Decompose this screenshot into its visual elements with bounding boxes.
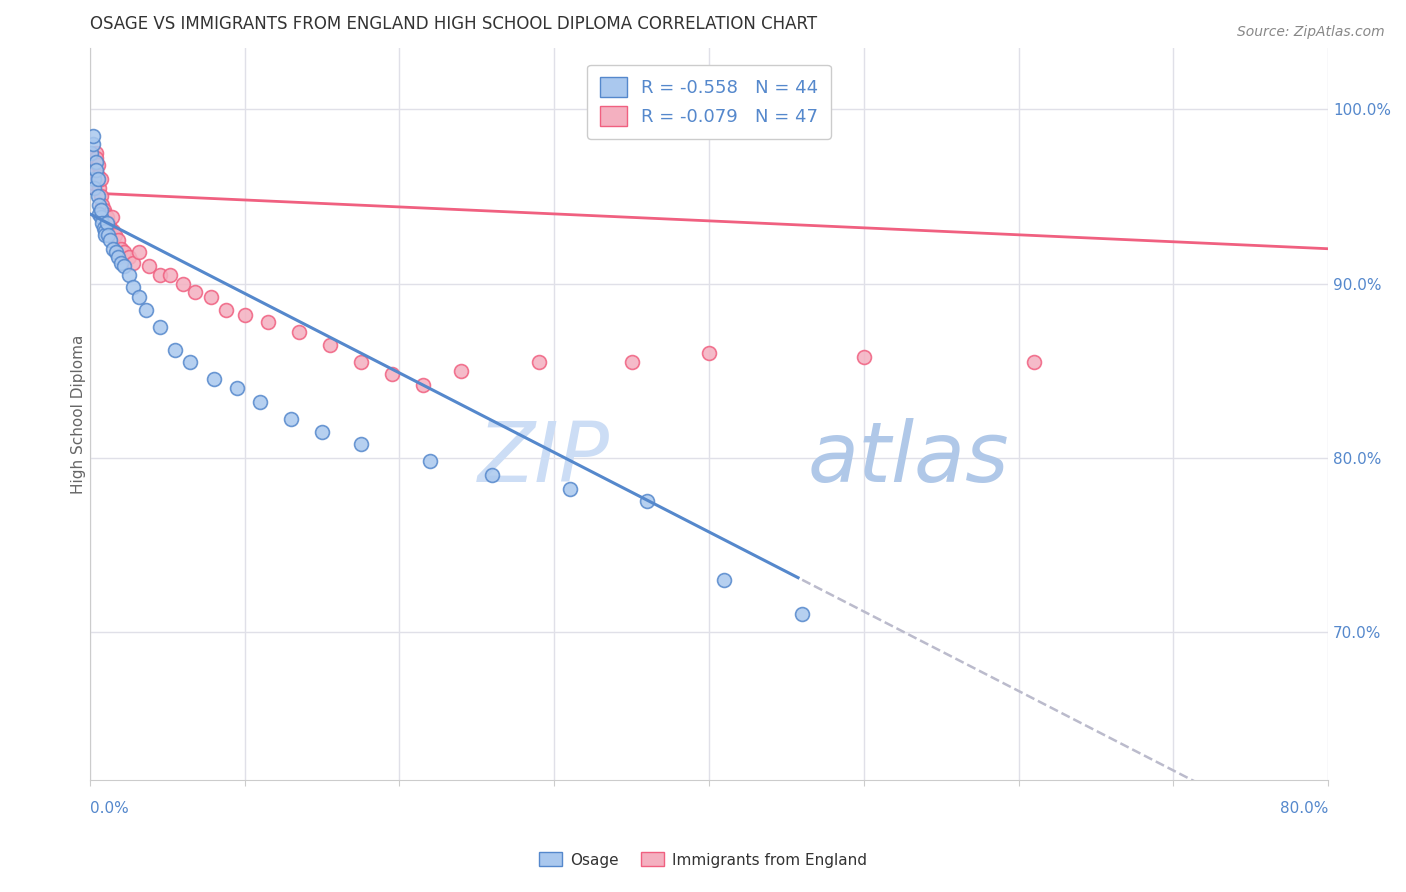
Point — [112, 259, 135, 273]
Point — [96, 211, 118, 225]
Point — [481, 468, 503, 483]
Point — [852, 350, 875, 364]
Point — [93, 220, 115, 235]
Point — [83, 163, 105, 178]
Point — [172, 277, 194, 291]
Point — [86, 169, 108, 183]
Point — [107, 251, 129, 265]
Point — [80, 172, 103, 186]
Point — [128, 245, 150, 260]
Point — [91, 216, 114, 230]
Text: atlas: atlas — [808, 417, 1010, 499]
Point — [713, 573, 735, 587]
Point — [527, 355, 550, 369]
Point — [225, 381, 247, 395]
Point — [97, 216, 120, 230]
Point — [110, 242, 132, 256]
Point — [200, 291, 222, 305]
Point — [117, 251, 139, 265]
Text: 0.0%: 0.0% — [90, 801, 128, 816]
Point — [184, 285, 207, 300]
Point — [257, 315, 280, 329]
Point — [94, 224, 117, 238]
Point — [138, 259, 160, 273]
Point — [202, 372, 225, 386]
Point — [101, 224, 124, 238]
Point — [697, 346, 720, 360]
Point — [93, 203, 115, 218]
Point — [311, 425, 333, 439]
Point — [100, 211, 122, 225]
Point — [94, 227, 117, 242]
Y-axis label: High School Diploma: High School Diploma — [72, 334, 86, 494]
Point — [122, 280, 145, 294]
Point — [84, 151, 107, 165]
Point — [90, 189, 112, 203]
Point — [84, 163, 107, 178]
Point — [412, 377, 434, 392]
Point — [148, 320, 170, 334]
Point — [159, 268, 181, 282]
Point — [89, 207, 111, 221]
Point — [98, 233, 121, 247]
Point — [89, 181, 111, 195]
Point — [350, 355, 373, 369]
Point — [84, 154, 107, 169]
Point — [89, 198, 111, 212]
Point — [86, 189, 108, 203]
Point — [84, 145, 107, 160]
Point — [179, 355, 201, 369]
Point — [86, 158, 108, 172]
Text: Source: ZipAtlas.com: Source: ZipAtlas.com — [1237, 25, 1385, 39]
Point — [419, 454, 441, 468]
Point — [82, 128, 104, 143]
Point — [636, 494, 658, 508]
Point — [450, 364, 472, 378]
Point — [280, 412, 302, 426]
Point — [163, 343, 186, 357]
Point — [350, 437, 373, 451]
Point — [249, 395, 271, 409]
Point — [117, 268, 139, 282]
Point — [128, 291, 150, 305]
Point — [98, 220, 121, 235]
Point — [122, 255, 145, 269]
Point — [96, 216, 118, 230]
Point — [90, 203, 112, 218]
Point — [83, 154, 105, 169]
Point — [82, 176, 104, 190]
Point — [233, 308, 256, 322]
Text: ZIP: ZIP — [478, 417, 610, 499]
Point — [86, 172, 108, 186]
Point — [790, 607, 813, 622]
Point — [558, 482, 581, 496]
Point — [94, 207, 117, 221]
Point — [110, 255, 132, 269]
Point — [135, 302, 157, 317]
Point — [112, 245, 135, 260]
Legend: R = -0.558   N = 44, R = -0.079   N = 47: R = -0.558 N = 44, R = -0.079 N = 47 — [588, 65, 831, 139]
Point — [288, 326, 311, 340]
Point — [80, 145, 103, 160]
Point — [97, 227, 120, 242]
Point — [104, 227, 127, 242]
Point — [381, 367, 404, 381]
Point — [82, 137, 104, 152]
Point — [105, 245, 128, 260]
Point — [319, 337, 342, 351]
Text: OSAGE VS IMMIGRANTS FROM ENGLAND HIGH SCHOOL DIPLOMA CORRELATION CHART: OSAGE VS IMMIGRANTS FROM ENGLAND HIGH SC… — [90, 15, 817, 33]
Point — [90, 172, 112, 186]
Point — [1022, 355, 1045, 369]
Point — [101, 242, 124, 256]
Point — [620, 355, 643, 369]
Point — [83, 172, 105, 186]
Point — [90, 211, 112, 225]
Point — [107, 233, 129, 247]
Point — [215, 302, 238, 317]
Legend: Osage, Immigrants from England: Osage, Immigrants from England — [533, 847, 873, 873]
Text: 80.0%: 80.0% — [1279, 801, 1329, 816]
Point — [148, 268, 170, 282]
Point — [83, 181, 105, 195]
Point — [91, 198, 114, 212]
